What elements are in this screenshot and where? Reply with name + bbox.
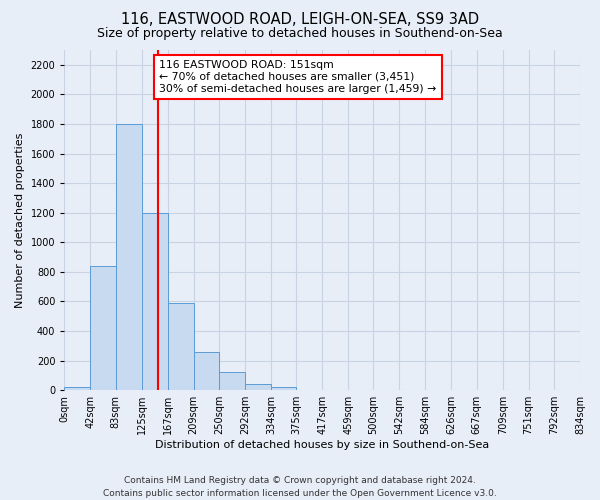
Bar	[116, 124, 142, 390]
Text: Size of property relative to detached houses in Southend-on-Sea: Size of property relative to detached ho…	[97, 28, 503, 40]
Bar	[64, 386, 91, 390]
Bar	[91, 266, 116, 390]
Bar	[167, 303, 194, 390]
Bar	[142, 212, 167, 390]
Text: 116, EASTWOOD ROAD, LEIGH-ON-SEA, SS9 3AD: 116, EASTWOOD ROAD, LEIGH-ON-SEA, SS9 3A…	[121, 12, 479, 28]
Bar	[219, 372, 245, 390]
X-axis label: Distribution of detached houses by size in Southend-on-Sea: Distribution of detached houses by size …	[155, 440, 489, 450]
Bar	[245, 384, 271, 390]
Bar	[271, 386, 296, 390]
Text: Contains HM Land Registry data © Crown copyright and database right 2024.
Contai: Contains HM Land Registry data © Crown c…	[103, 476, 497, 498]
Text: 116 EASTWOOD ROAD: 151sqm
← 70% of detached houses are smaller (3,451)
30% of se: 116 EASTWOOD ROAD: 151sqm ← 70% of detac…	[159, 60, 436, 94]
Bar	[194, 352, 219, 390]
Y-axis label: Number of detached properties: Number of detached properties	[15, 132, 25, 308]
